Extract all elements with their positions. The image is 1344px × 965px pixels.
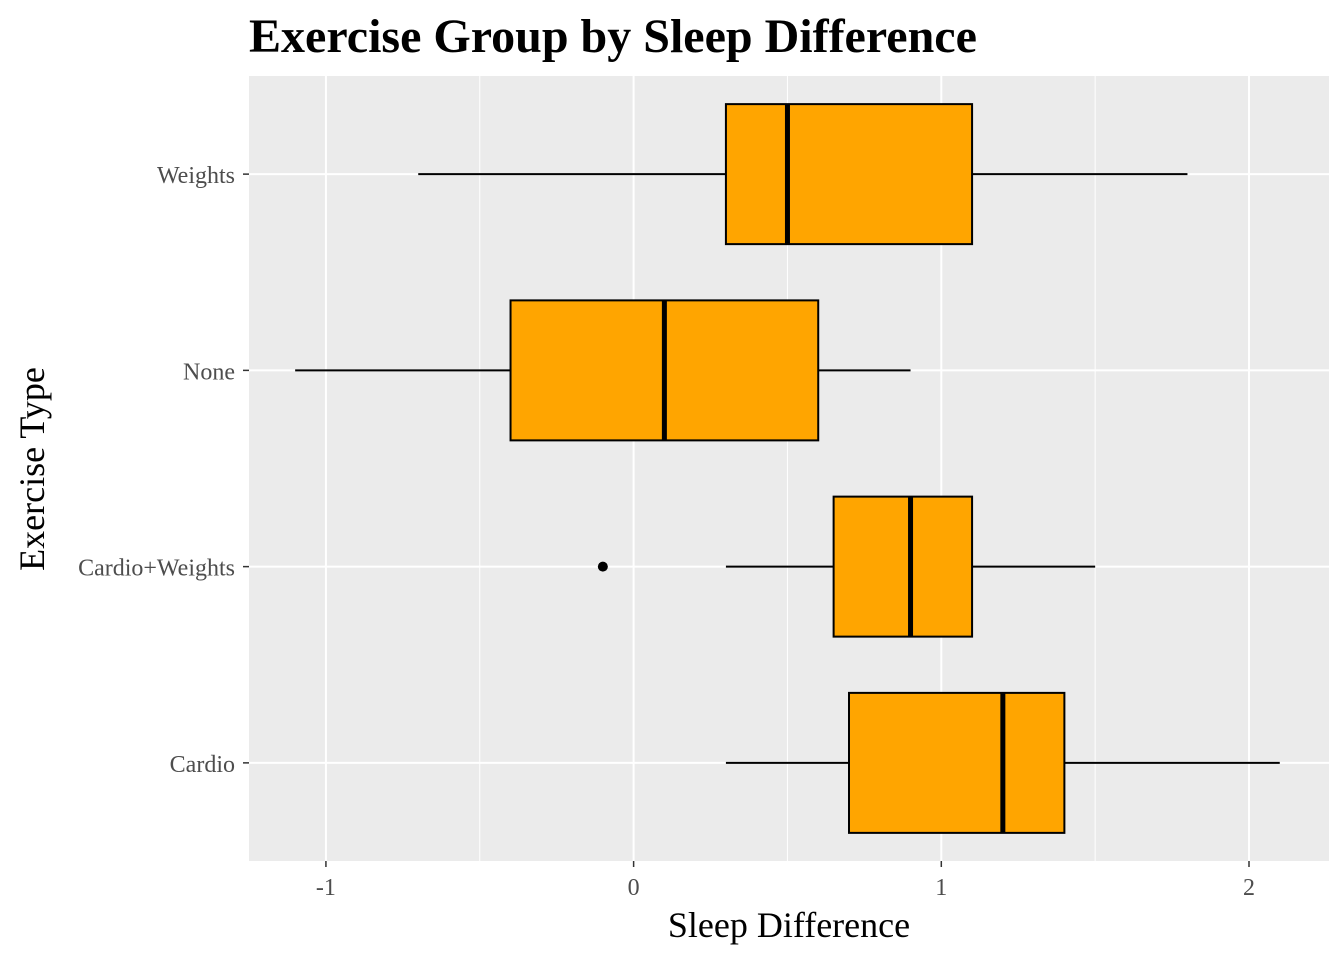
- y-tick-label: None: [183, 359, 235, 385]
- y-tick-label: Weights: [157, 163, 235, 189]
- box: [724, 103, 974, 246]
- y-tick-label: Cardio+Weights: [78, 556, 235, 582]
- x-tick-label: 1: [935, 875, 947, 901]
- box: [848, 691, 1066, 834]
- x-tick-label: -1: [316, 875, 336, 901]
- box: [832, 495, 974, 638]
- x-tick-label: 2: [1243, 875, 1255, 901]
- x-axis-label: Sleep Difference: [668, 905, 910, 945]
- y-axis-label: Exercise Type: [12, 367, 52, 571]
- outlier-point: [597, 561, 608, 572]
- x-tick-label: 0: [628, 875, 640, 901]
- y-tick-label: Cardio: [170, 752, 235, 778]
- chart-title: Exercise Group by Sleep Difference: [249, 10, 977, 63]
